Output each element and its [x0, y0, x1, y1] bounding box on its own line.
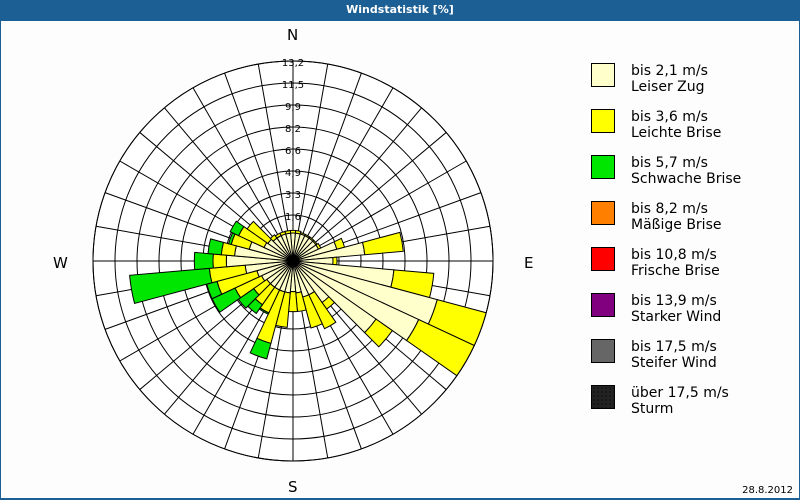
legend-speed-label: bis 5,7 m/s [631, 155, 708, 171]
legend-class-label: Schwache Brise [631, 171, 742, 187]
legend-speed-label: bis 2,1 m/s [631, 63, 708, 79]
legend-swatch [591, 155, 615, 179]
compass-label-east: E [524, 254, 534, 272]
legend-class-label: Leichte Brise [631, 125, 722, 141]
legend-swatch [591, 339, 615, 363]
legend-swatch [591, 63, 615, 87]
grid-spoke [304, 87, 394, 241]
compass-label-west: W [53, 254, 68, 272]
legend-speed-label: bis 13,9 m/s [631, 293, 717, 309]
wind-sector-bar [405, 318, 475, 377]
wind-sector-bar [284, 229, 292, 235]
ring-label: 6,6 [285, 146, 301, 157]
ring-label: 11,5 [282, 80, 304, 91]
legend-speed-label: bis 8,2 m/s [631, 201, 708, 217]
legend-speed-label: bis 3,6 m/s [631, 109, 708, 125]
wind-sector-bar [302, 294, 323, 329]
wind-sector-bar [246, 220, 273, 245]
grid-spoke [311, 132, 447, 246]
wind-sector-bar [249, 337, 272, 360]
legend-swatch [591, 109, 615, 133]
legend-class-label: Leiser Zug [631, 79, 705, 95]
chart-canvas: 1,6 3,3 4,9 6,6 8,2 9,9 11,5 13,2 N E S W bis 2… [1, 21, 799, 498]
ring-label: 4,9 [285, 168, 301, 179]
wind-sector-bar [212, 253, 228, 269]
wind-sector-bar [332, 256, 338, 266]
wind-rose-chart: 1,6 3,3 4,9 6,6 8,2 9,9 11,5 13,2 [92, 58, 494, 462]
ring-label: 1,6 [285, 212, 301, 223]
legend-speed-label: bis 17,5 m/s [631, 339, 717, 355]
grid-spoke [224, 72, 286, 239]
legend-class-label: Frische Brise [631, 263, 720, 279]
wind-sector-bar [193, 251, 214, 271]
legend-swatch [591, 247, 615, 271]
compass-label-south: S [288, 478, 298, 496]
center-hub [289, 257, 297, 265]
grid-spoke [164, 107, 278, 243]
legend-swatch [591, 385, 615, 409]
ring-label: 9,9 [285, 102, 301, 113]
grid-spoke [257, 63, 290, 238]
wind-sector-bar [129, 267, 213, 305]
wind-sector-bar [363, 318, 394, 348]
wind-sector-bar [308, 290, 337, 330]
grid-spoke [192, 87, 282, 241]
grid-spoke [308, 107, 422, 243]
legend-class-label: Starker Wind [631, 309, 722, 325]
legend-class-label: Mäßige Brise [631, 217, 722, 233]
window-title: Windstatistik [%] [0, 0, 800, 20]
legend-swatch [591, 293, 615, 317]
ring-label: 3,3 [285, 190, 301, 201]
date-label: 28.8.2012 [742, 485, 793, 496]
grid-spoke [296, 284, 329, 459]
legend-speed-label: bis 10,8 m/s [631, 247, 717, 263]
wind-sector-bar [361, 231, 404, 256]
legend-class-label: Steifer Wind [631, 355, 717, 371]
legend-swatch [591, 201, 615, 225]
wind-sector-bar [289, 229, 297, 234]
wind-sector-bar [294, 229, 302, 235]
grid-spoke [313, 160, 467, 250]
grid-spoke [296, 63, 329, 238]
ring-label: 13,2 [282, 58, 304, 69]
wind-sector-bar [229, 220, 245, 237]
wind-sector-bar [207, 238, 225, 256]
legend-speed-label: über 17,5 m/s [631, 385, 729, 401]
legend-class-label: Sturm [631, 401, 674, 417]
compass-label-north: N [287, 26, 299, 44]
ring-label: 8,2 [285, 124, 301, 135]
grid-spoke [300, 72, 362, 239]
